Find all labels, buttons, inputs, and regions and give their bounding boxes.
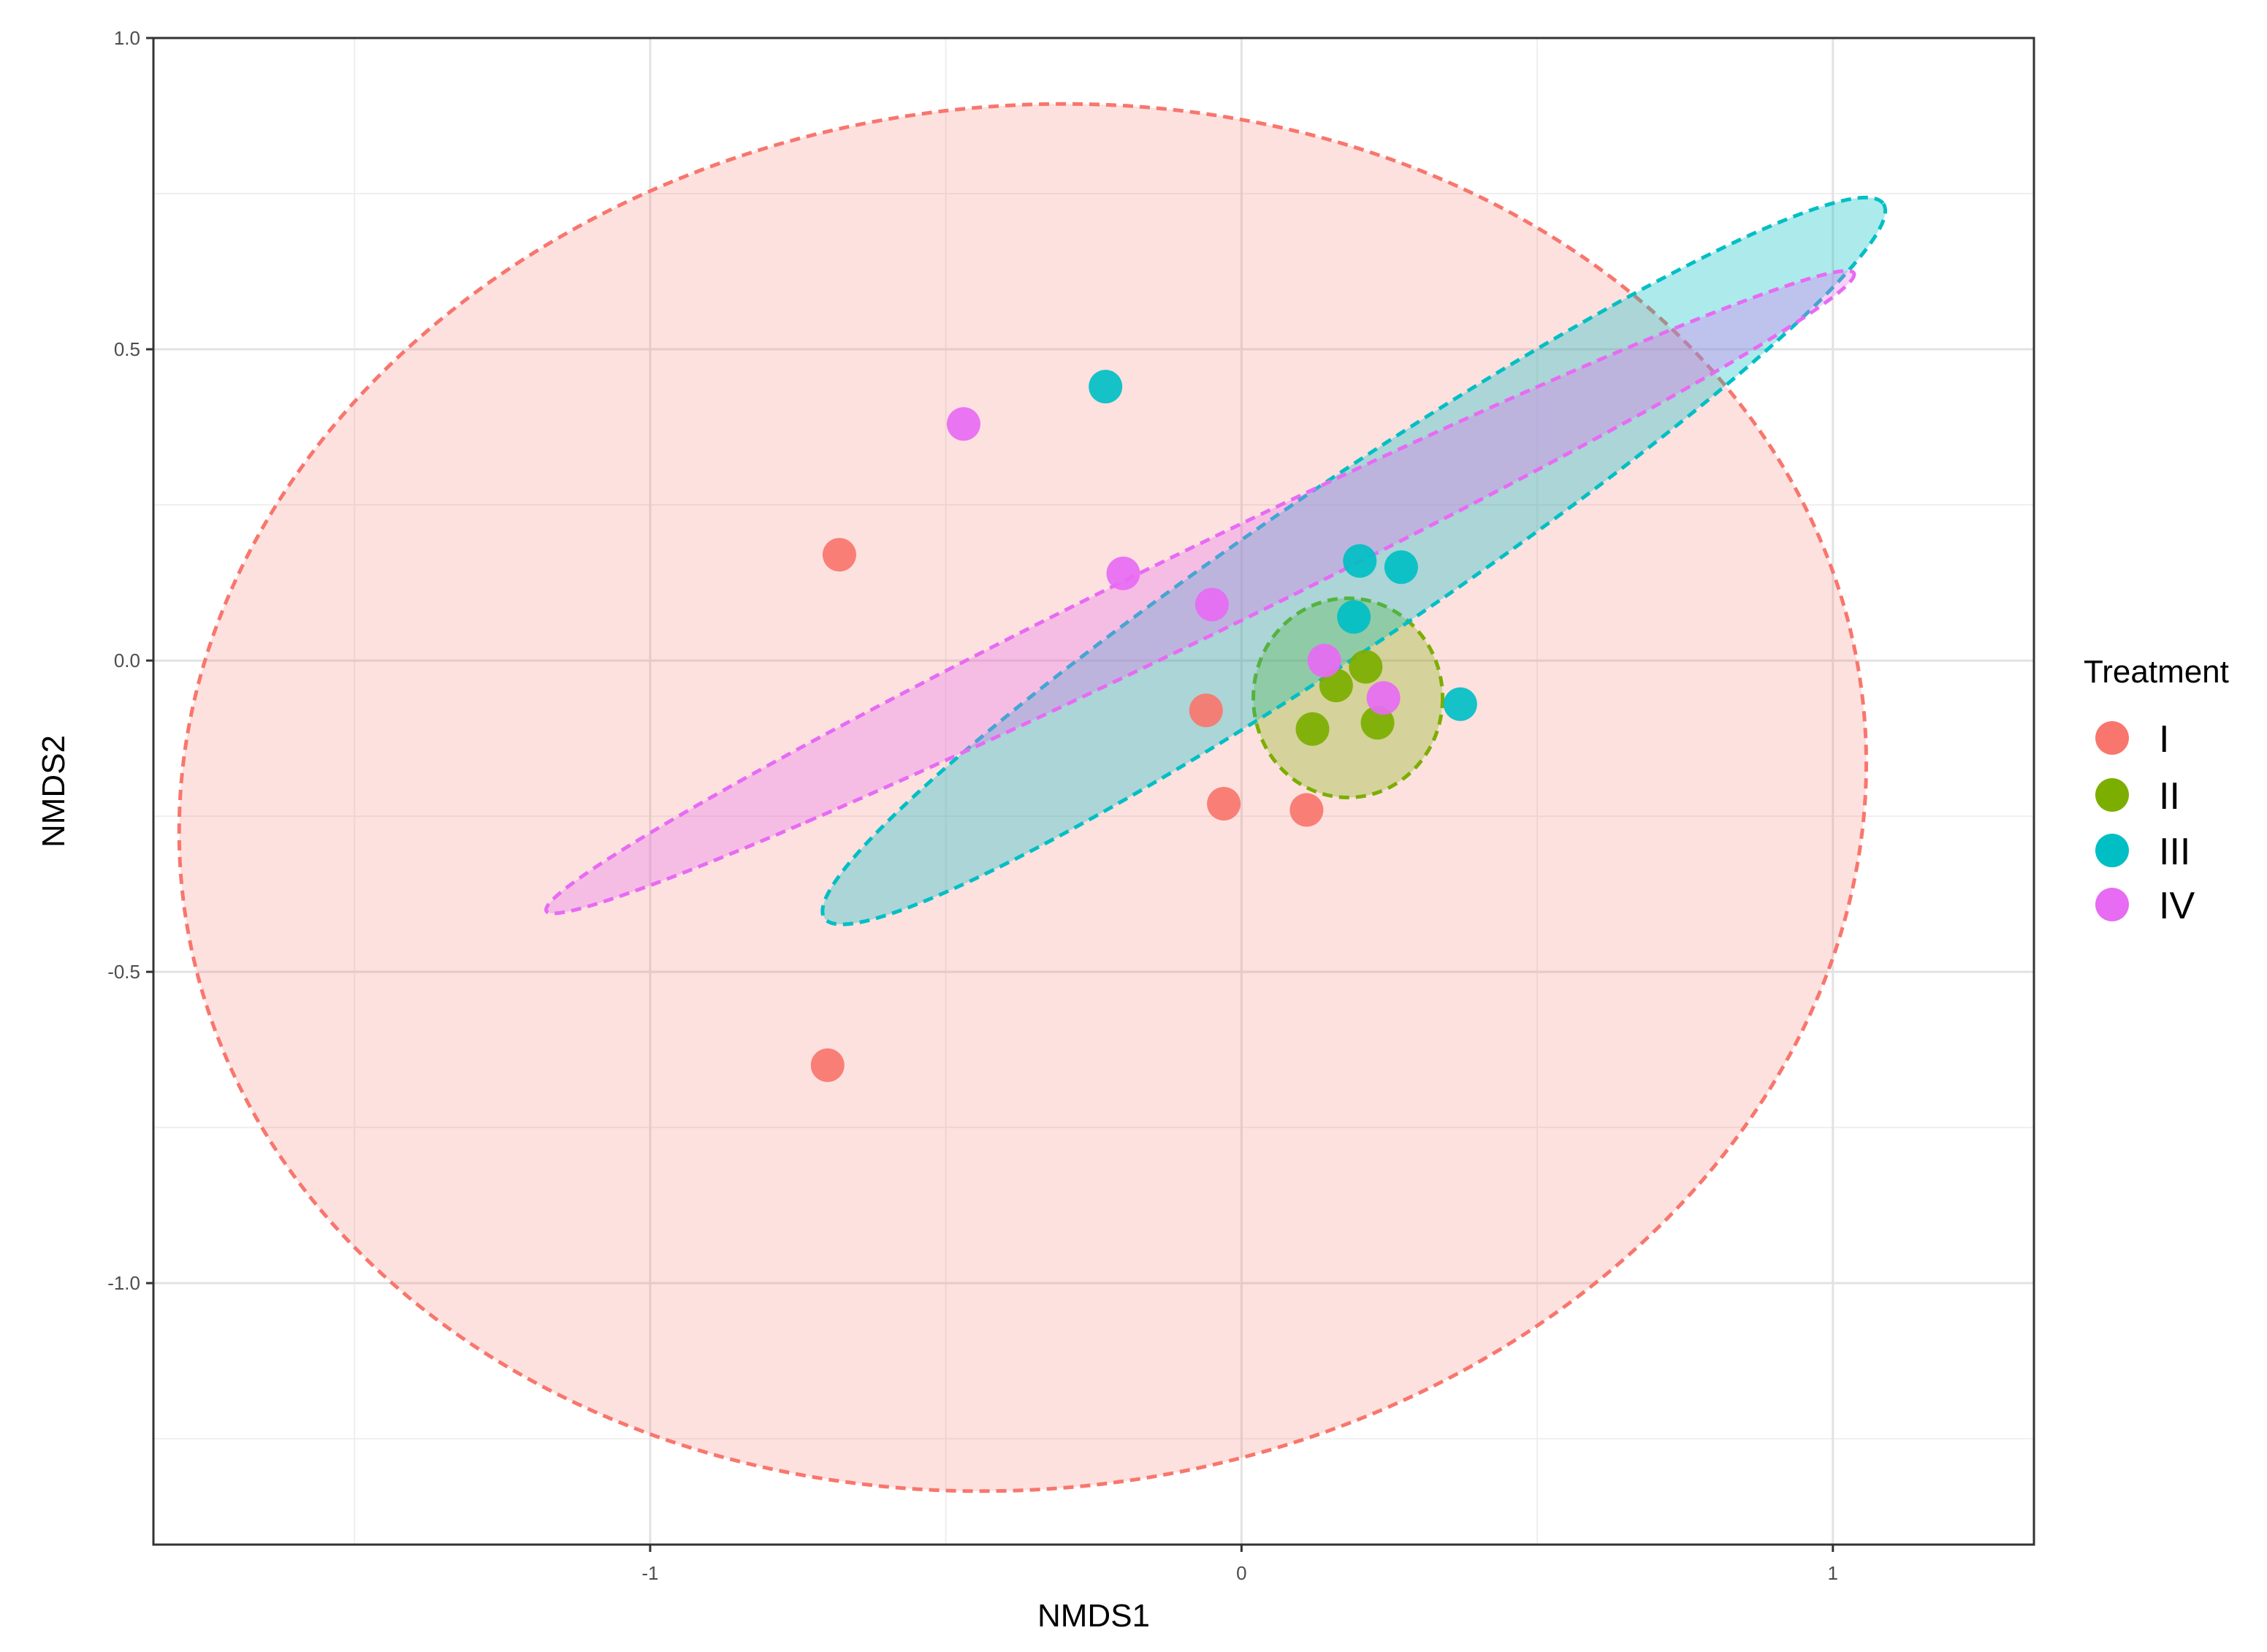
point-ii — [1349, 650, 1383, 684]
point-i — [822, 538, 856, 572]
legend-key-ii — [2095, 778, 2129, 812]
x-tick-label: -1 — [641, 1562, 658, 1584]
x-tick-label: 0 — [1236, 1562, 1246, 1584]
point-ii — [1295, 712, 1330, 746]
point-iii — [1343, 544, 1377, 578]
point-iii — [1384, 550, 1418, 585]
ellipse-ii — [1251, 596, 1445, 800]
axis-ticks: -1 0 1 1.0 0.5 0.0 -0.5 -1.0 — [107, 27, 1838, 1584]
x-tick-label: 1 — [1828, 1562, 1838, 1584]
point-i — [810, 1048, 845, 1082]
plot-border — [152, 37, 2035, 1546]
ellipse-iv — [544, 269, 1856, 916]
grid-lines — [153, 37, 2034, 1545]
legend-label-iii: III — [2159, 831, 2190, 873]
point-iii — [1337, 600, 1371, 634]
point-i — [1207, 787, 1241, 821]
point-iv — [1195, 587, 1229, 622]
point-iii — [1443, 687, 1477, 721]
y-tick-label: 1.0 — [114, 27, 140, 49]
point-iii — [1089, 370, 1123, 404]
point-iv — [1106, 556, 1140, 590]
plot-background — [153, 38, 2034, 1545]
y-tick-label: 0.0 — [114, 650, 140, 671]
y-tick-label: 0.5 — [114, 338, 140, 360]
legend-label-ii: II — [2159, 775, 2180, 818]
y-axis-title: NMDS2 — [36, 735, 72, 848]
legend-label-i: I — [2159, 718, 2169, 761]
legend-key-i — [2095, 721, 2129, 755]
legend-key-iii — [2095, 834, 2129, 867]
data-points — [810, 370, 1477, 1082]
x-axis-title: NMDS1 — [1037, 1598, 1150, 1634]
legend-key-iv — [2095, 888, 2129, 921]
point-ii — [1319, 669, 1353, 703]
point-iv — [1366, 681, 1401, 715]
legend-title: Treatment — [2084, 654, 2229, 690]
ellipse-i — [177, 102, 1868, 1493]
point-i — [1189, 693, 1223, 728]
y-tick-label: -1.0 — [107, 1272, 140, 1294]
point-i — [1289, 793, 1324, 827]
point-iv — [1307, 644, 1341, 678]
legend-label-iv: IV — [2159, 885, 2195, 927]
point-iv — [946, 407, 980, 441]
y-tick-label: -0.5 — [107, 961, 140, 983]
